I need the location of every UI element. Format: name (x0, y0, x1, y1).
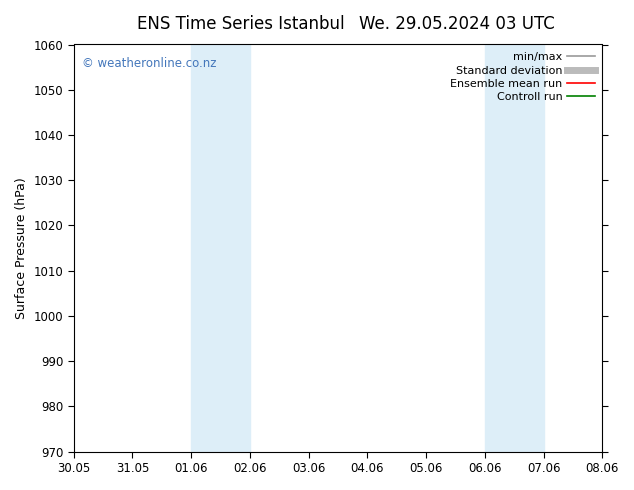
Bar (485, 45, 543, 452)
Legend: min/max, Standard deviation, Ensemble mean run, Controll run: min/max, Standard deviation, Ensemble me… (448, 50, 597, 104)
Bar (191, 45, 250, 452)
Text: © weatheronline.co.nz: © weatheronline.co.nz (82, 57, 216, 70)
Text: ENS Time Series Istanbul: ENS Time Series Istanbul (137, 15, 345, 33)
Y-axis label: Surface Pressure (hPa): Surface Pressure (hPa) (15, 177, 28, 319)
Text: We. 29.05.2024 03 UTC: We. 29.05.2024 03 UTC (359, 15, 554, 33)
